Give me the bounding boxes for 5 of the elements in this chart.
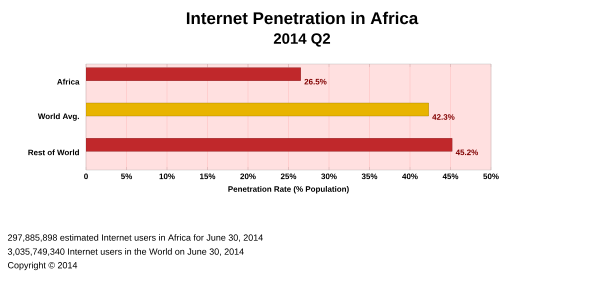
text: 297,885,898 estimated Internet users in Africa for June 30, 2014	[8, 234, 263, 242]
chart-title: Internet Penetration in Africa	[186, 12, 418, 24]
chart-subtitle: 2014 Q2	[274, 33, 330, 47]
text: Copyright © 2014	[8, 262, 78, 270]
text: 3,035,749,340 Internet users in the World on June 30, 2014	[8, 248, 244, 256]
